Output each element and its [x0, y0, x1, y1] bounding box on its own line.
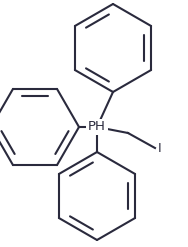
Text: PH: PH: [88, 121, 106, 133]
Text: I: I: [158, 143, 162, 156]
